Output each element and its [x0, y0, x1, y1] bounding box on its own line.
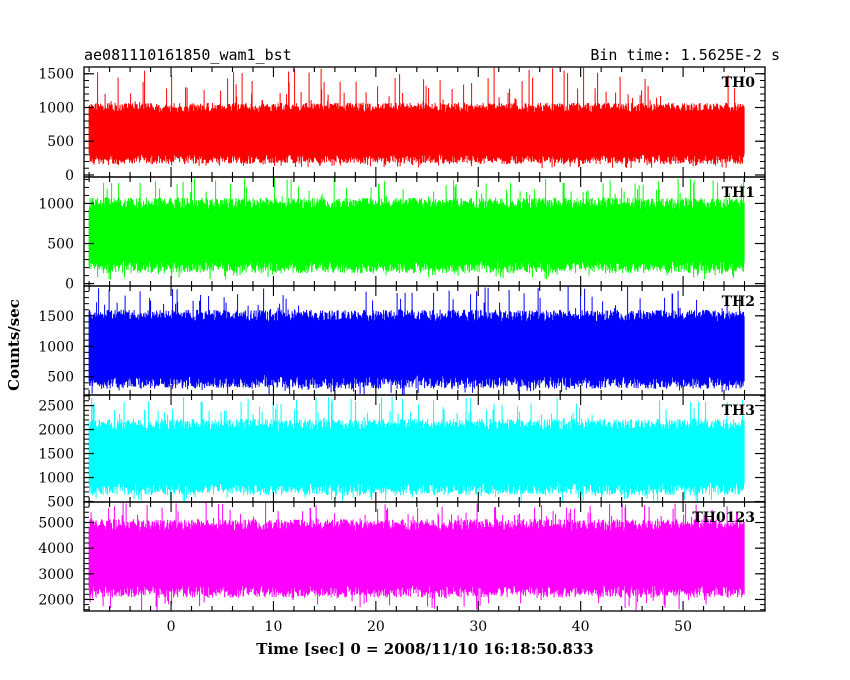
- y-tick-label: 2000: [38, 592, 74, 608]
- y-tick-label: 3000: [38, 567, 74, 583]
- y-tick-label: 2000: [38, 423, 74, 439]
- panel-th1: 0 500 1000 TH1: [38, 176, 766, 293]
- x-tick-label: 50: [674, 619, 692, 635]
- y-tick-label: 1500: [38, 309, 74, 325]
- panel-label: TH3: [722, 403, 755, 419]
- y-tick-label: 500: [47, 237, 74, 253]
- y-tick-label: 500: [47, 495, 74, 511]
- y-tick-label: 5000: [38, 516, 74, 532]
- series-th0123: [88, 502, 745, 611]
- y-tick-label: 1000: [38, 339, 74, 355]
- panels-group: 050010001500TH005001000TH150010001500TH2…: [38, 66, 766, 635]
- y-tick-label: 1000: [38, 471, 74, 487]
- panel-th2: 500 1000 1500 TH2: [38, 285, 766, 396]
- panel-th3: 500 1000 1500 2000 2500 TH3: [38, 394, 766, 511]
- bin-time-label: Bin time: 1.5625E-2 s: [590, 46, 780, 64]
- y-tick-label: 0: [65, 168, 74, 184]
- y-tick-label: 1000: [38, 196, 74, 212]
- panel-label: TH0: [722, 75, 756, 91]
- y-tick-label: 1500: [38, 67, 74, 83]
- panel-th0123: 2000 3000 4000 5000 TH0123: [38, 501, 766, 612]
- x-tick-label: 40: [572, 619, 590, 635]
- x-tick-label: 20: [367, 619, 385, 635]
- x-tick-label: 30: [469, 619, 487, 635]
- y-tick-label: 0: [65, 277, 74, 293]
- series-th0: [88, 67, 745, 169]
- x-tick-label: 0: [167, 619, 176, 635]
- y-tick-label: 4000: [38, 541, 74, 557]
- chart-title: ae081110161850_wam1_bst: [84, 46, 292, 64]
- y-tick-label: 2500: [38, 399, 74, 415]
- x-tick-label: 10: [265, 619, 283, 635]
- x-axis-title: Time [sec] 0 = 2008/11/10 16:18:50.833: [256, 640, 593, 658]
- panel-label: TH2: [722, 294, 755, 310]
- series-th1: [88, 177, 745, 280]
- y-tick-label: 500: [47, 134, 74, 150]
- panel-label: TH0123: [692, 510, 755, 526]
- series-th2: [88, 286, 745, 395]
- panel-label: TH1: [722, 185, 755, 201]
- y-tick-label: 1500: [38, 447, 74, 463]
- y-tick-label: 1000: [38, 100, 74, 116]
- series-th3: [88, 397, 745, 502]
- panel-frame: [83, 501, 766, 612]
- y-axis-title: Counts/sec: [5, 299, 23, 391]
- panel-th0: 0 500 1000 1500 TH0: [38, 66, 766, 184]
- y-tick-label: 500: [47, 370, 74, 386]
